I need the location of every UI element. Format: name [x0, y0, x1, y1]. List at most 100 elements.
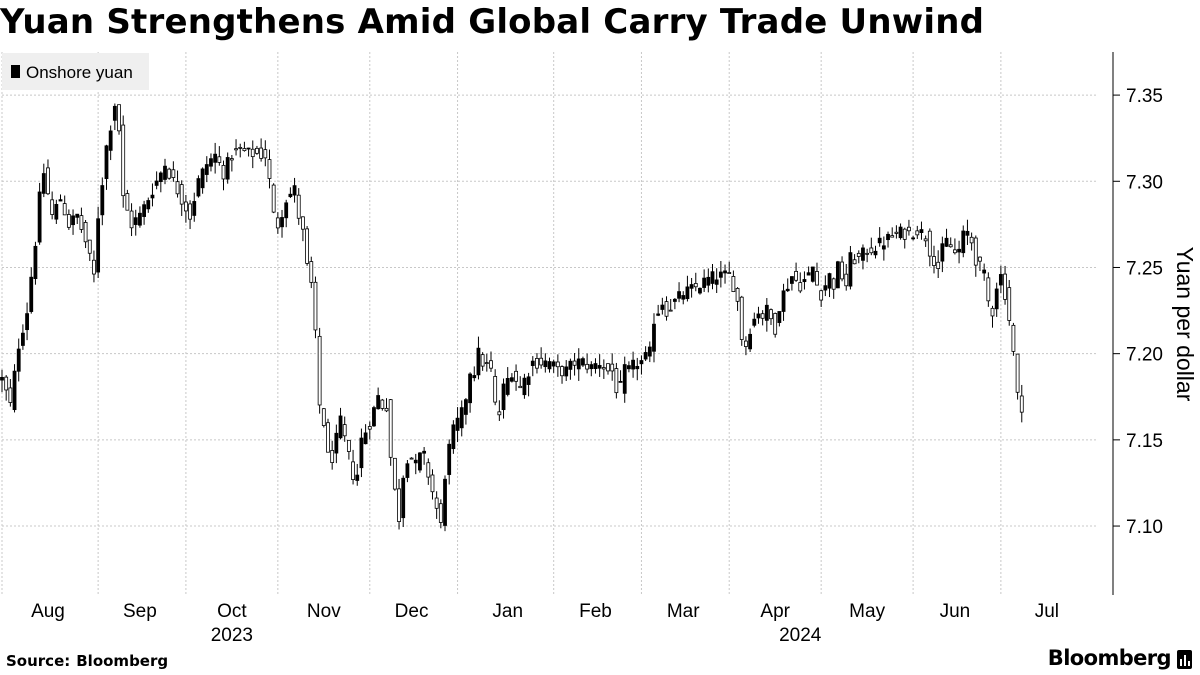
- candle-body: [535, 358, 539, 369]
- candle-body: [259, 147, 264, 159]
- candle: [898, 223, 903, 240]
- candle: [112, 103, 117, 130]
- candle-body: [994, 288, 999, 310]
- candle-body: [234, 148, 238, 151]
- candle-body: [647, 346, 652, 357]
- candle-body: [104, 145, 109, 180]
- candle-body: [911, 237, 916, 240]
- candle-body: [242, 148, 247, 152]
- candle-body: [581, 358, 585, 366]
- candle: [284, 199, 289, 228]
- candle-body: [397, 488, 401, 522]
- candle-body: [142, 204, 146, 217]
- candle: [380, 398, 385, 411]
- candle: [969, 232, 974, 251]
- candle: [480, 352, 485, 371]
- candle: [802, 271, 807, 290]
- candle: [560, 365, 564, 384]
- candle-body: [263, 149, 268, 159]
- candle: [593, 358, 598, 374]
- candle: [154, 171, 159, 190]
- candle-body: [175, 181, 180, 195]
- candle: [660, 297, 665, 315]
- candle-body: [760, 313, 765, 319]
- candle: [455, 407, 460, 443]
- x-tick-label-month: May: [849, 601, 885, 622]
- x-tick-label-month: Apr: [760, 601, 790, 622]
- candle-body: [480, 354, 485, 367]
- candle: [317, 327, 322, 414]
- candle: [29, 267, 34, 314]
- candle-body: [915, 230, 920, 236]
- candle: [555, 354, 560, 377]
- candle: [535, 353, 539, 374]
- candle: [66, 209, 71, 230]
- candle: [305, 226, 309, 266]
- candle: [597, 354, 602, 377]
- candle: [509, 373, 514, 383]
- candle: [514, 364, 518, 391]
- candle: [894, 225, 899, 239]
- candle: [551, 359, 556, 373]
- candle-body: [363, 432, 368, 445]
- candle-body: [568, 360, 573, 370]
- candle: [848, 245, 853, 290]
- candle: [760, 310, 765, 326]
- candle-body: [731, 276, 736, 292]
- candle-body: [267, 159, 272, 179]
- candle: [330, 440, 335, 470]
- candle-body: [514, 370, 518, 382]
- candle-body: [188, 203, 192, 220]
- candle-body: [982, 269, 987, 274]
- candle: [493, 369, 498, 406]
- candle: [982, 263, 987, 281]
- candle-body: [748, 333, 753, 350]
- candle-body: [861, 247, 865, 261]
- candle-body: [526, 376, 531, 385]
- candle-body: [1007, 287, 1012, 321]
- candle-body: [16, 348, 21, 372]
- candle-body: [890, 235, 895, 238]
- candle: [965, 219, 970, 245]
- y-tick-label: 7.10: [1126, 517, 1163, 538]
- candle-body: [948, 244, 953, 248]
- candle: [710, 263, 715, 290]
- candle-body: [401, 477, 406, 519]
- candle-body: [62, 203, 67, 216]
- candle-body: [213, 153, 218, 163]
- candle-body: [873, 250, 878, 256]
- candle-body: [489, 360, 493, 369]
- candle-body: [593, 363, 598, 369]
- candle-body: [501, 383, 506, 411]
- candle: [505, 367, 510, 397]
- candle-body: [380, 399, 385, 409]
- candle-body: [693, 283, 698, 288]
- candle-body: [426, 462, 431, 478]
- y-tick-label: 7.25: [1126, 258, 1163, 279]
- candle-body: [865, 252, 870, 255]
- candle: [263, 140, 268, 167]
- candle-body: [217, 156, 222, 163]
- source-note: Source: Bloomberg: [6, 652, 168, 670]
- candle-body: [96, 218, 101, 273]
- candle: [50, 191, 55, 220]
- candle: [522, 373, 527, 399]
- x-tick-label-month: Dec: [395, 601, 429, 622]
- candle-body: [823, 285, 828, 291]
- candle: [815, 262, 819, 286]
- candle-body: [886, 233, 890, 241]
- candle-body: [430, 474, 435, 493]
- candle: [927, 228, 932, 267]
- brand-name: Bloomberg: [1047, 646, 1172, 670]
- candle: [192, 192, 197, 222]
- candle-body: [848, 252, 853, 287]
- candle-body: [46, 167, 50, 195]
- candle-body: [221, 164, 226, 180]
- candle: [183, 194, 188, 223]
- candle-body: [338, 415, 343, 439]
- candle: [543, 353, 548, 373]
- candle: [430, 469, 435, 500]
- candle-body: [618, 380, 623, 383]
- candle-body: [459, 407, 464, 429]
- candle-body: [66, 214, 71, 228]
